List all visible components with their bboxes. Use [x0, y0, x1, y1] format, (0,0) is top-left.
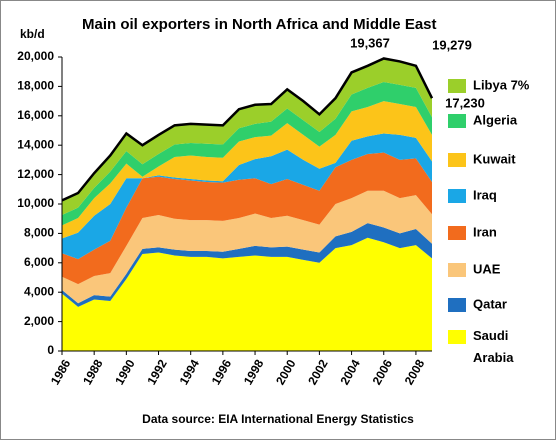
annotation: 19,279 [432, 37, 472, 52]
chart-title: Main oil exporters in North Africa and M… [82, 16, 437, 33]
area [62, 101, 432, 239]
legend-swatch [448, 153, 466, 167]
y-tick-label: 16,000 [17, 108, 54, 122]
area [62, 237, 432, 351]
legend-swatch [448, 79, 466, 93]
legend-swatch [448, 226, 466, 240]
area [62, 190, 432, 304]
legend-swatch [448, 330, 466, 344]
y-tick-label: 18,000 [17, 79, 54, 93]
area [62, 223, 432, 307]
legend-swatch [448, 263, 466, 277]
legend-line: Saudi [473, 328, 508, 343]
area [62, 81, 432, 226]
legend-label: Kuwait [473, 151, 516, 166]
total-outline [61, 57, 434, 202]
y-tick-label: 8,000 [24, 226, 54, 240]
annotation: 19,367 [350, 35, 390, 50]
legend-label: Algeria [473, 112, 518, 127]
legend-swatch [448, 114, 466, 128]
source: Data source: EIA International Energy St… [142, 412, 414, 426]
y-tick-label: 12,000 [17, 167, 54, 181]
legend-label: Iraq [473, 187, 497, 202]
y-tick-label: 2,000 [24, 314, 54, 328]
annotation: 17,230 [445, 95, 485, 110]
y-tick-label: 14,000 [17, 137, 54, 151]
area [62, 152, 432, 285]
y-tick-label: 20,000 [17, 49, 54, 63]
legend-label: Saudi Arabia [473, 328, 514, 365]
y-tick-label: 4,000 [24, 284, 54, 298]
y-tick-label: 0 [47, 343, 54, 357]
y-axis-label: kb/d [20, 27, 45, 41]
legend-label: UAE [473, 261, 501, 276]
legend-swatch [448, 189, 466, 203]
legend-label: Iran [473, 224, 497, 239]
y-tick-label: 10,000 [17, 196, 54, 210]
legend-swatch [448, 298, 466, 312]
legend-line: Arabia [473, 350, 514, 365]
legend-label: Qatar [473, 296, 507, 311]
area [62, 58, 432, 216]
legend-label: Libya 7% [473, 77, 530, 92]
area [62, 133, 432, 260]
y-tick-label: 6,000 [24, 255, 54, 269]
